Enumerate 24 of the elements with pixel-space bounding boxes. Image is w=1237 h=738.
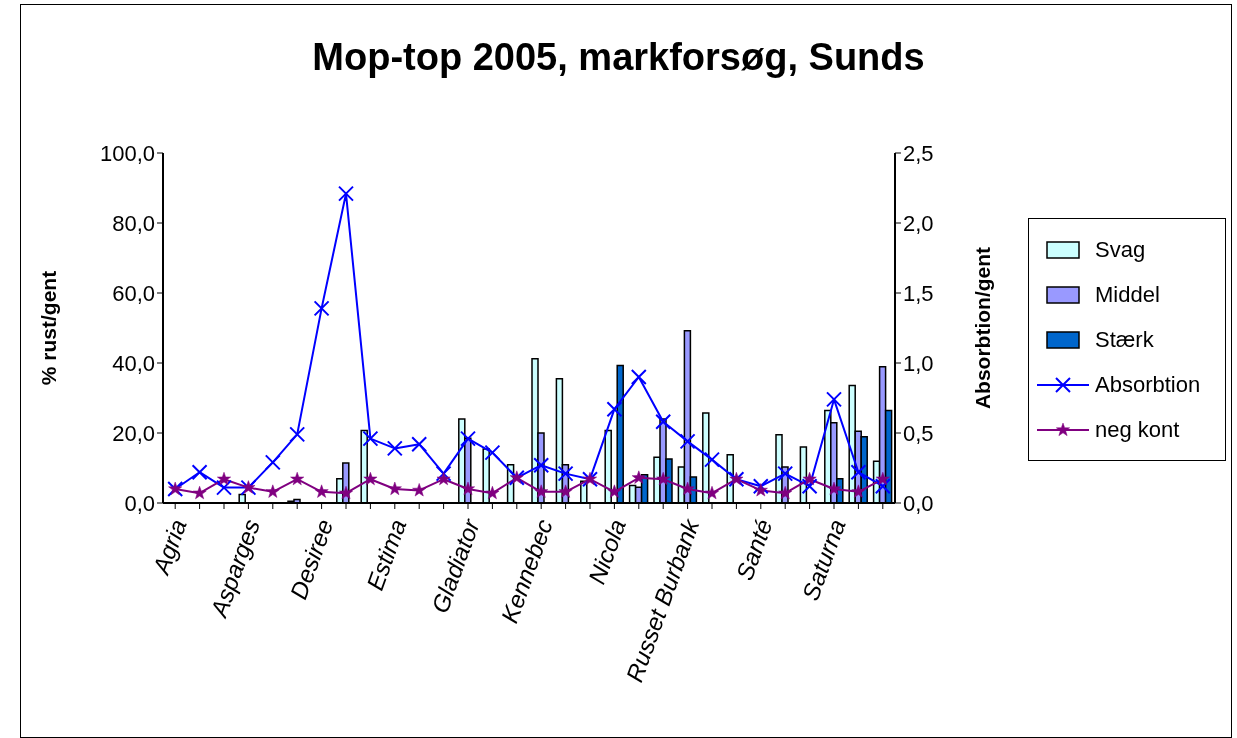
chart-title: Mop-top 2005, markforsøg, Sunds [311, 36, 926, 79]
y2-tick-label: 2,5 [903, 140, 934, 166]
y2-axis-title: Absorbtion/gent [971, 246, 995, 410]
y-axis-title: % rust/gent [37, 270, 61, 386]
y2-tick-label: 1,5 [903, 280, 934, 306]
x-tick-label: Santé [730, 515, 778, 584]
y2-tick-label: 0,0 [903, 490, 934, 516]
x-tick-label: Nicola [582, 515, 632, 588]
legend-label: Svag [1095, 236, 1146, 263]
x-tick-label: Estima [361, 515, 412, 594]
y2-tick-label: 2,0 [903, 210, 934, 236]
legend-label: Middel [1095, 281, 1160, 308]
legend-label: neg kont [1095, 416, 1180, 443]
y2-tick-label: 0,5 [903, 420, 934, 446]
y-tick-label: 100,0 [99, 140, 155, 166]
legend-label: Stærk [1095, 326, 1154, 353]
y-tick-label: 80,0 [112, 210, 155, 236]
legend-label: Absorbtion [1095, 371, 1201, 398]
y2-tick-label: 1,0 [903, 350, 934, 376]
y-tick-label: 40,0 [112, 350, 155, 376]
x-tick-label: Agria [146, 515, 192, 580]
y-tick-label: 0,0 [124, 490, 155, 516]
y-tick-label: 60,0 [112, 280, 155, 306]
y-tick-label: 20,0 [112, 420, 155, 446]
